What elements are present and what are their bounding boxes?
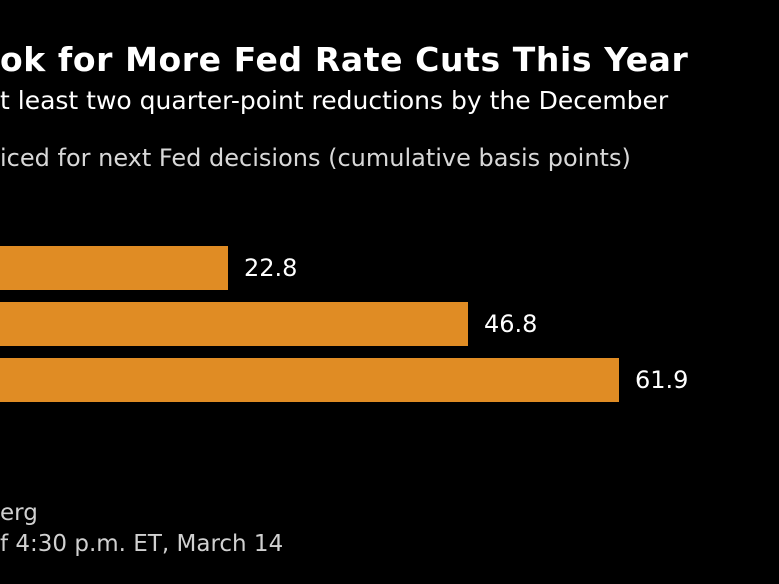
bar-3 <box>0 358 619 402</box>
bar-1 <box>0 246 228 290</box>
timestamp-note: f 4:30 p.m. ET, March 14 <box>0 528 283 560</box>
source-text: erg <box>0 497 38 529</box>
bar-chart: 22.8 46.8 61.9 <box>0 230 779 420</box>
chart-subtitle: t least two quarter-point reductions by … <box>0 83 668 119</box>
bar-2 <box>0 302 468 346</box>
bar-value-label-2: 46.8 <box>484 310 537 338</box>
bar-value-label-3: 61.9 <box>635 366 688 394</box>
axis-description: iced for next Fed decisions (cumulative … <box>0 140 631 176</box>
chart-title: ok for More Fed Rate Cuts This Year <box>0 38 688 82</box>
bar-value-label-1: 22.8 <box>244 254 297 282</box>
